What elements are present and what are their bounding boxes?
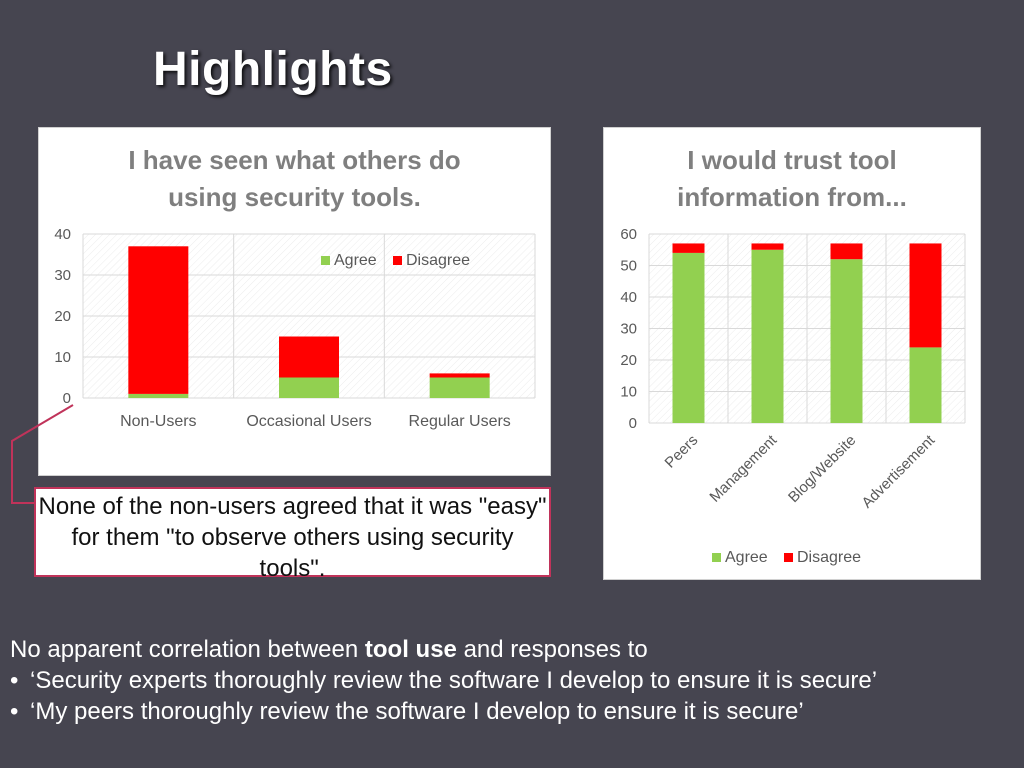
legend-label: Disagree (406, 252, 470, 269)
y-tick-label: 10 (54, 349, 71, 366)
bar-agree-management (751, 249, 784, 423)
bullet-symbol: • (10, 698, 19, 725)
chart-title-line-2: using security tools. (168, 182, 421, 212)
x-tick-label: Regular Users (409, 413, 511, 430)
bullet-text: ‘Security experts thoroughly review the … (30, 667, 878, 694)
chart-title-line-1: I have seen what others do (128, 145, 461, 175)
y-tick-label: 10 (620, 384, 637, 401)
summary-intro: No apparent correlation between tool use… (10, 634, 1020, 665)
callout-text: None of the non-users agreed that it was… (38, 493, 547, 582)
bullet-symbol: • (10, 667, 19, 694)
chart-panel-trust: I would trust tool information from... 0… (603, 127, 981, 580)
summary-bullet: • ‘Security experts thoroughly review the… (10, 665, 1020, 696)
chart-panel-non-users: I have seen what others do using securit… (38, 127, 551, 476)
bar-agree-occasional-users (279, 377, 339, 398)
legend-swatch (321, 256, 330, 265)
intro-before: No apparent correlation between (10, 636, 365, 663)
bar-disagree-occasional-users (279, 336, 339, 378)
y-tick-label: 0 (63, 390, 71, 407)
y-tick-label: 30 (54, 267, 71, 284)
y-tick-label: 0 (629, 415, 637, 432)
bar-disagree-advertisement (909, 243, 942, 348)
x-tick-label: Peers (662, 432, 702, 472)
bar-disagree-non-users (128, 246, 189, 394)
summary-bullet: • ‘My peers thoroughly review the softwar… (10, 696, 1020, 727)
chart-title-line-1: I would trust tool (687, 145, 897, 175)
legend-swatch (712, 553, 721, 562)
intro-after: and responses to (456, 636, 648, 663)
y-tick-label: 20 (54, 308, 71, 325)
y-tick-label: 20 (620, 352, 637, 369)
x-tick-label: Management (706, 431, 781, 506)
chart-observe-others: 0 10 20 30 40 Non-Users Occasional Users Regula… (54, 226, 536, 430)
bar-agree-regular-users (429, 377, 490, 398)
y-tick-label: 50 (620, 258, 637, 275)
legend-label: Agree (334, 252, 377, 269)
x-tick-label: Advertisement (859, 431, 939, 511)
bar-disagree-management (751, 243, 784, 250)
bar-disagree-regular-users (429, 373, 490, 378)
bullet-text: ‘My peers thoroughly review the software… (30, 698, 804, 725)
x-tick-label: Occasional Users (246, 413, 371, 430)
y-tick-label: 40 (620, 289, 637, 306)
bottom-summary: No apparent correlation between tool use… (10, 634, 1020, 727)
y-tick-label: 30 (620, 321, 637, 338)
callout-box: None of the non-users agreed that it was… (34, 487, 551, 582)
legend-label: Disagree (797, 549, 861, 566)
slide-title: Highlights (153, 43, 393, 96)
x-tick-label: Blog/Website (785, 432, 859, 506)
chart-title-line-2: information from... (677, 182, 907, 212)
legend-swatch (784, 553, 793, 562)
y-tick-label: 60 (620, 226, 637, 243)
intro-bold: tool use (364, 636, 457, 663)
y-tick-label: 40 (54, 226, 71, 243)
legend-label: Agree (725, 549, 768, 566)
chart-trust-sources: 0 10 20 30 40 50 60 Peers Management Blog/Website… (620, 226, 966, 566)
bar-agree-peers (672, 252, 705, 423)
bar-disagree-peers (672, 243, 705, 253)
bar-agree-blog-website (830, 259, 863, 423)
bar-agree-advertisement (909, 347, 942, 423)
legend-swatch (393, 256, 402, 265)
bar-agree-non-users (128, 393, 189, 398)
x-tick-label: Non-Users (120, 413, 196, 430)
bar-disagree-blog-website (830, 243, 863, 260)
